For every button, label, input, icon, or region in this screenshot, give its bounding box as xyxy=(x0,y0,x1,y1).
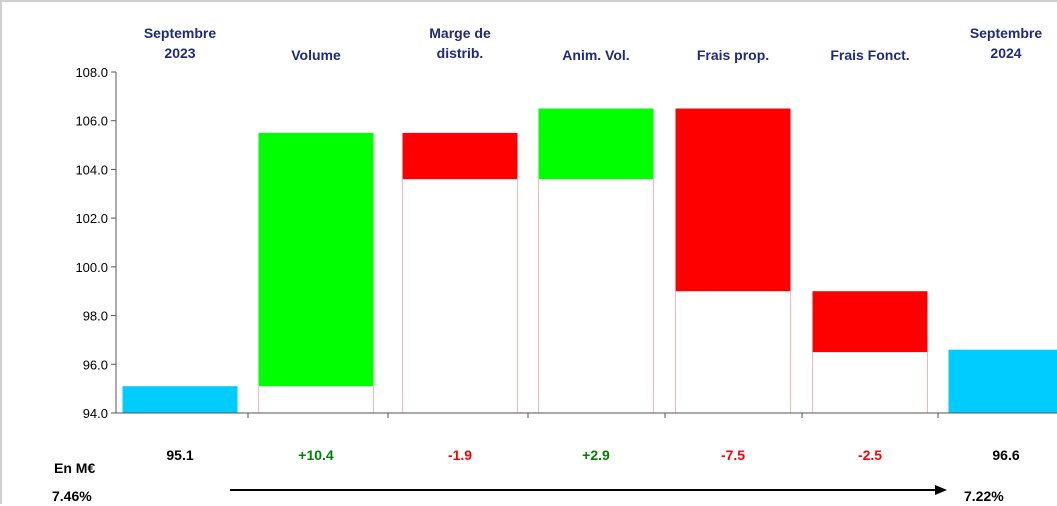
category-header: 2024 xyxy=(990,45,1021,61)
value-labels: 95.1 +10.4 -1.9 +2.9 -7.5 -2.5 96.6 xyxy=(166,447,1019,463)
trend-arrow-head xyxy=(935,485,947,495)
waterfall-bar xyxy=(813,291,928,352)
value-label: -7.5 xyxy=(721,447,745,463)
waterfall-bar xyxy=(539,109,654,180)
y-tick-label: 96.0 xyxy=(83,357,108,372)
waterfall-bar xyxy=(949,350,1057,413)
bars-layer xyxy=(123,109,1057,413)
y-tick-label: 98.0 xyxy=(83,309,108,324)
waterfall-bar xyxy=(123,386,238,413)
category-header: Septembre xyxy=(144,25,217,41)
category-header: 2023 xyxy=(164,45,195,61)
value-label: +2.9 xyxy=(582,447,610,463)
value-label: 96.6 xyxy=(992,447,1019,463)
value-label: -1.9 xyxy=(448,447,472,463)
category-header: Anim. Vol. xyxy=(562,47,629,63)
category-headers: Septembre 2023 Volume Marge de distrib. Anim.… xyxy=(144,25,1043,63)
waterfall-bar xyxy=(403,133,518,179)
waterfall-bar xyxy=(259,133,374,386)
y-tick-label: 106.0 xyxy=(75,114,108,129)
category-header: distrib. xyxy=(437,45,484,61)
category-header: Frais prop. xyxy=(697,47,769,63)
category-header: Marge de xyxy=(429,25,491,41)
value-label: +10.4 xyxy=(298,447,334,463)
y-tick-label: 102.0 xyxy=(75,211,108,226)
category-header: Frais Fonct. xyxy=(830,47,909,63)
y-tick-label: 100.0 xyxy=(75,260,108,275)
category-header: Volume xyxy=(291,47,341,63)
start-percentage: 7.46% xyxy=(52,488,92,504)
end-percentage: 7.22% xyxy=(964,488,1004,504)
value-label: 95.1 xyxy=(166,447,193,463)
y-tick-label: 104.0 xyxy=(75,162,108,177)
y-tick-label: 108.0 xyxy=(75,65,108,80)
unit-label: En M€ xyxy=(54,460,95,476)
value-label: -2.5 xyxy=(858,447,882,463)
y-tick-label: 94.0 xyxy=(83,406,108,421)
waterfall-bar xyxy=(676,109,791,292)
category-header: Septembre xyxy=(970,25,1043,41)
